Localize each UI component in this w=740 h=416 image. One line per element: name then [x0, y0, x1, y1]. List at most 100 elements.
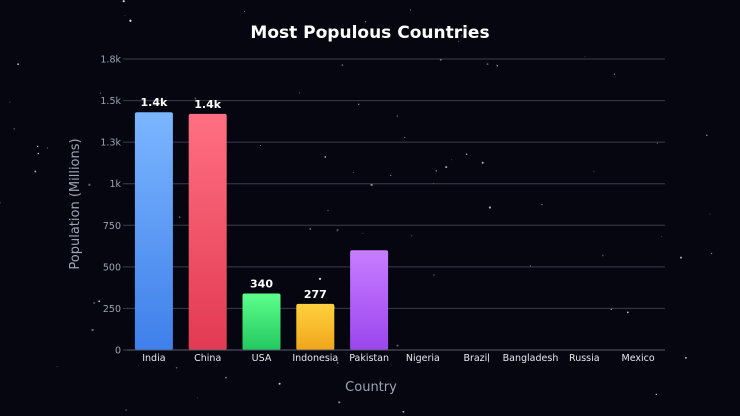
star: [435, 170, 437, 172]
x-tick-label: Brazil: [463, 353, 490, 364]
data-label-indonesia: 277: [304, 288, 327, 301]
x-tick-label: USA: [252, 353, 272, 364]
star: [129, 19, 132, 22]
x-tick-label: Russia: [569, 353, 600, 364]
star: [336, 229, 339, 232]
y-axis-title: Population (Millions): [68, 138, 83, 269]
star: [17, 63, 20, 66]
star: [656, 142, 658, 144]
star: [196, 397, 198, 399]
star: [409, 9, 412, 11]
star: [9, 101, 11, 103]
star: [362, 232, 364, 234]
bar-indonesia: [296, 303, 335, 350]
data-labels: 1.4k 1.4k 340 277: [140, 96, 326, 301]
data-label-usa: 340: [250, 278, 273, 291]
y-axis-ticks: 0 250 500 750 1k 1.3k 1.5k 1.8k: [100, 55, 127, 357]
star: [93, 301, 96, 305]
star: [178, 216, 181, 218]
star: [99, 92, 102, 94]
star: [56, 366, 58, 367]
star: [0, 201, 1, 204]
x-tick-label: Indonesia: [292, 353, 338, 364]
star: [496, 64, 499, 67]
star: [341, 64, 344, 66]
star: [601, 254, 604, 257]
x-tick-label: Mexico: [622, 353, 655, 364]
y-tick-label: 750: [103, 221, 121, 232]
star: [318, 277, 322, 281]
star: [488, 361, 490, 363]
star: [710, 252, 713, 255]
y-tick-label: 250: [103, 304, 121, 315]
star: [445, 166, 448, 169]
star: [679, 256, 683, 259]
star: [278, 382, 281, 385]
star: [481, 161, 484, 164]
star: [324, 156, 327, 158]
bar-usa: [242, 293, 281, 350]
star: [488, 206, 492, 209]
x-axis-title: Country: [345, 380, 397, 395]
star: [465, 153, 468, 155]
y-tick-label: 1.3k: [100, 138, 121, 149]
y-tick-label: 1.5k: [100, 96, 121, 107]
star: [37, 152, 40, 155]
star: [332, 358, 334, 361]
star: [433, 274, 435, 276]
x-tick-label: Nigeria: [406, 353, 440, 364]
star: [451, 159, 452, 161]
star: [46, 147, 48, 149]
star: [593, 170, 595, 172]
star: [706, 134, 708, 136]
star: [396, 344, 399, 347]
star: [37, 145, 39, 148]
star: [396, 115, 398, 117]
star: [529, 265, 532, 267]
star: [124, 15, 126, 17]
star: [655, 393, 658, 396]
star: [244, 10, 246, 12]
star: [225, 376, 227, 379]
star: [353, 172, 355, 173]
star: [338, 401, 341, 404]
x-tick-label: Pakistan: [349, 353, 389, 364]
star: [485, 31, 488, 33]
x-tick-label: Bangladesh: [503, 353, 559, 364]
y-tick-label: 0: [115, 346, 121, 357]
star: [486, 63, 489, 66]
star: [541, 204, 543, 206]
star: [324, 30, 327, 33]
star: [458, 40, 459, 42]
star: [91, 328, 94, 332]
star: [98, 300, 101, 303]
star: [259, 145, 261, 147]
star: [13, 128, 16, 130]
star: [661, 236, 663, 237]
y-tick-label: 500: [103, 262, 121, 273]
x-axis-ticks: India China USA Indonesia Pakistan Nigeria Bra…: [142, 353, 655, 364]
bar-pakistan: [350, 250, 389, 350]
x-tick-label: China: [194, 353, 221, 364]
y-tick-label: 1.8k: [100, 55, 121, 66]
star: [461, 35, 463, 37]
x-tick-label: India: [142, 353, 165, 364]
star: [34, 170, 37, 173]
star: [194, 97, 197, 100]
star: [122, 0, 125, 3]
star: [357, 103, 360, 106]
star: [309, 227, 312, 230]
star: [626, 311, 629, 314]
star: [175, 367, 178, 369]
star: [613, 73, 616, 75]
star: [584, 56, 586, 58]
star: [411, 235, 413, 237]
star: [336, 362, 339, 364]
star: [364, 21, 367, 23]
bars: [134, 112, 389, 351]
star: [709, 213, 711, 215]
y-tick-label: 1k: [109, 179, 121, 190]
star: [390, 174, 392, 176]
star: [88, 183, 91, 186]
